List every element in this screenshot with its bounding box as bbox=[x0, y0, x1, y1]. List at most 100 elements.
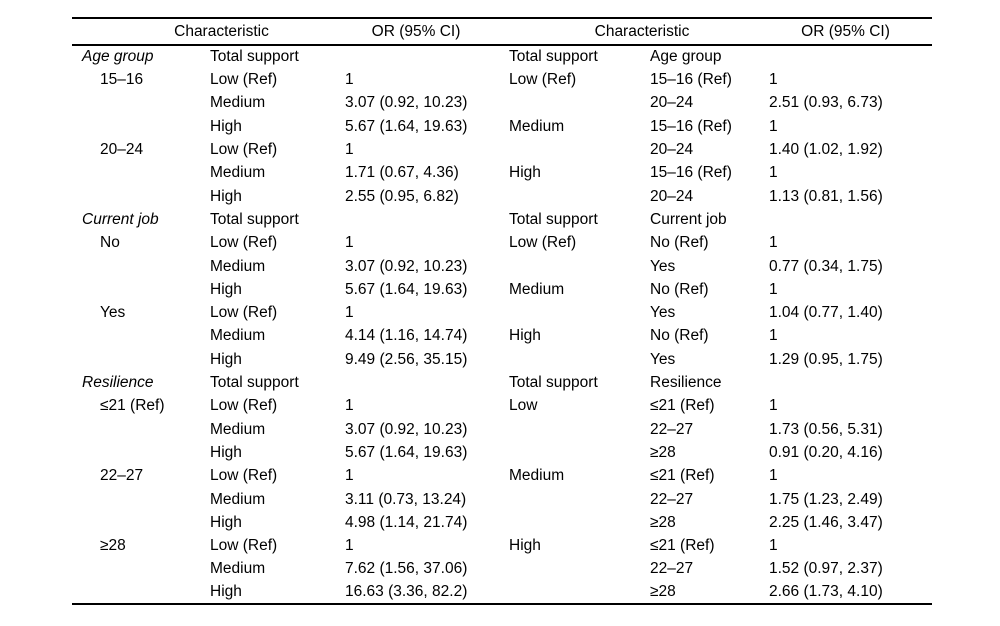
table-cell bbox=[497, 511, 640, 534]
table-cell: Medium bbox=[210, 257, 266, 275]
characteristic-level-cell: 20–24 bbox=[100, 141, 144, 159]
table-cell: Yes bbox=[650, 350, 676, 368]
table-cell: High bbox=[210, 187, 242, 205]
table-row: High 4.98 (1.14, 21.74) ≥28 2.25 (1.46, 3.4… bbox=[72, 511, 932, 534]
or-value-cell: 1 bbox=[345, 537, 354, 555]
characteristic-level-cell bbox=[72, 348, 200, 371]
table-cell: 15–16 (Ref) bbox=[650, 164, 732, 182]
or-value-cell bbox=[335, 208, 497, 231]
table-cell: Total support bbox=[210, 374, 299, 392]
characteristic-level-cell bbox=[72, 255, 200, 278]
or-value-cell: 4.98 (1.14, 21.74) bbox=[345, 513, 468, 531]
table-row: 20–24 Low (Ref) 1 20–24 1.40 (1.02, 1.92) bbox=[72, 138, 932, 161]
header-characteristic-right: Characteristic bbox=[497, 18, 759, 46]
table-cell: ≤21 (Ref) bbox=[650, 467, 715, 485]
table-cell: Low (Ref) bbox=[210, 537, 278, 555]
table-row: Medium 4.14 (1.16, 14.74) High No (Ref) 1 bbox=[72, 325, 932, 348]
header-characteristic-left: Characteristic bbox=[72, 18, 335, 46]
table-cell: Low (Ref) bbox=[210, 141, 278, 159]
characteristic-level-cell: ≤21 (Ref) bbox=[100, 397, 165, 415]
table-row: High 5.67 (1.64, 19.63) ≥28 0.91 (0.20, 4.1… bbox=[72, 441, 932, 464]
table-cell: ≤21 (Ref) bbox=[650, 537, 715, 555]
table-cell: 22–27 bbox=[650, 560, 694, 578]
table-cell: High bbox=[509, 537, 541, 555]
or-value-cell: 1 bbox=[769, 467, 778, 485]
table-row: ≥28 Low (Ref) 1 High ≤21 (Ref) 1 bbox=[72, 534, 932, 557]
table-cell: Medium bbox=[509, 117, 565, 135]
or-value-cell: 2.25 (1.46, 3.47) bbox=[769, 513, 883, 531]
table-cell bbox=[497, 558, 640, 581]
table-row: High 16.63 (3.36, 82.2) ≥28 2.66 (1.73, 4.1… bbox=[72, 581, 932, 604]
or-value-cell: 3.07 (0.92, 10.23) bbox=[345, 420, 468, 438]
characteristic-level-cell bbox=[72, 558, 200, 581]
or-value-cell: 1 bbox=[345, 71, 354, 89]
table-cell: Total support bbox=[210, 48, 299, 66]
table-cell bbox=[497, 92, 640, 115]
characteristic-level-cell: 15–16 bbox=[100, 71, 144, 89]
table-cell: Low (Ref) bbox=[509, 234, 577, 252]
or-value-cell: 1.40 (1.02, 1.92) bbox=[769, 141, 883, 159]
or-value-cell bbox=[335, 371, 497, 394]
or-value-cell bbox=[759, 45, 932, 68]
characteristic-level-cell: Yes bbox=[100, 304, 126, 322]
table-row: High 5.67 (1.64, 19.63) Medium No (Ref) 1 bbox=[72, 278, 932, 301]
or-value-cell: 1.29 (0.95, 1.75) bbox=[769, 350, 883, 368]
or-value-cell: 1.13 (0.81, 1.56) bbox=[769, 187, 883, 205]
or-value-cell: 1 bbox=[769, 234, 778, 252]
table-cell: High bbox=[509, 327, 541, 345]
characteristic-level-cell bbox=[72, 488, 200, 511]
table-cell: Medium bbox=[210, 94, 266, 112]
header-row: Characteristic OR (95% CI) Characteristi… bbox=[72, 18, 932, 46]
characteristic-level-cell bbox=[72, 92, 200, 115]
or-value-cell: 1 bbox=[769, 537, 778, 555]
or-value-cell: 1 bbox=[345, 397, 354, 415]
or-value-cell: 2.66 (1.73, 4.10) bbox=[769, 583, 883, 601]
or-value-cell: 0.77 (0.34, 1.75) bbox=[769, 257, 883, 275]
table-cell: Low (Ref) bbox=[210, 71, 278, 89]
table-row: Medium 3.07 (0.92, 10.23) 20–24 2.51 (0.93,… bbox=[72, 92, 932, 115]
characteristic-group-cell: Age group bbox=[82, 48, 154, 66]
table-cell: Low (Ref) bbox=[210, 234, 278, 252]
table-row: High 2.55 (0.95, 6.82) 20–24 1.13 (0.81, 1.… bbox=[72, 185, 932, 208]
table-cell: Yes bbox=[650, 257, 676, 275]
table-cell: Low (Ref) bbox=[509, 71, 577, 89]
table-cell: High bbox=[210, 117, 242, 135]
table-cell: Medium bbox=[210, 560, 266, 578]
table-cell: Total support bbox=[509, 374, 598, 392]
table-cell: Current job bbox=[650, 210, 727, 228]
characteristic-level-cell bbox=[72, 511, 200, 534]
or-value-cell: 3.07 (0.92, 10.23) bbox=[345, 257, 468, 275]
or-value-cell bbox=[759, 208, 932, 231]
table-row: Resilience Total support Total support Resi… bbox=[72, 371, 932, 394]
table-cell bbox=[497, 348, 640, 371]
table-cell bbox=[497, 581, 640, 604]
table-cell: Low (Ref) bbox=[210, 397, 278, 415]
or-value-cell: 5.67 (1.64, 19.63) bbox=[345, 280, 468, 298]
table-cell: Medium bbox=[509, 280, 565, 298]
table-cell: 22–27 bbox=[650, 490, 694, 508]
or-value-cell: 7.62 (1.56, 37.06) bbox=[345, 560, 468, 578]
characteristic-level-cell bbox=[72, 161, 200, 184]
table-row: Yes Low (Ref) 1 Yes 1.04 (0.77, 1.40) bbox=[72, 301, 932, 324]
table-cell: Yes bbox=[650, 304, 676, 322]
table-cell: Low bbox=[509, 397, 538, 415]
characteristic-level-cell bbox=[72, 581, 200, 604]
or-value-cell: 1 bbox=[345, 467, 354, 485]
or-value-cell: 2.51 (0.93, 6.73) bbox=[769, 94, 883, 112]
table-cell: No (Ref) bbox=[650, 327, 709, 345]
table-cell bbox=[497, 255, 640, 278]
or-value-cell: 0.91 (0.20, 4.16) bbox=[769, 443, 883, 461]
table-row: Medium 7.62 (1.56, 37.06) 22–27 1.52 (0.97,… bbox=[72, 558, 932, 581]
characteristic-group-cell: Current job bbox=[82, 210, 159, 228]
odds-ratio-table: Characteristic OR (95% CI) Characteristi… bbox=[72, 17, 932, 606]
table-row: High 9.49 (2.56, 35.15) Yes 1.29 (0.95, 1.7… bbox=[72, 348, 932, 371]
table-cell: 15–16 (Ref) bbox=[650, 71, 732, 89]
table-cell: 20–24 bbox=[650, 141, 694, 159]
or-value-cell: 5.67 (1.64, 19.63) bbox=[345, 443, 468, 461]
table-cell: High bbox=[210, 350, 242, 368]
table-cell: High bbox=[210, 513, 242, 531]
table-cell: 20–24 bbox=[650, 187, 694, 205]
characteristic-level-cell bbox=[72, 115, 200, 138]
or-value-cell: 9.49 (2.56, 35.15) bbox=[345, 350, 468, 368]
table-row: No Low (Ref) 1 Low (Ref) No (Ref) 1 bbox=[72, 231, 932, 254]
